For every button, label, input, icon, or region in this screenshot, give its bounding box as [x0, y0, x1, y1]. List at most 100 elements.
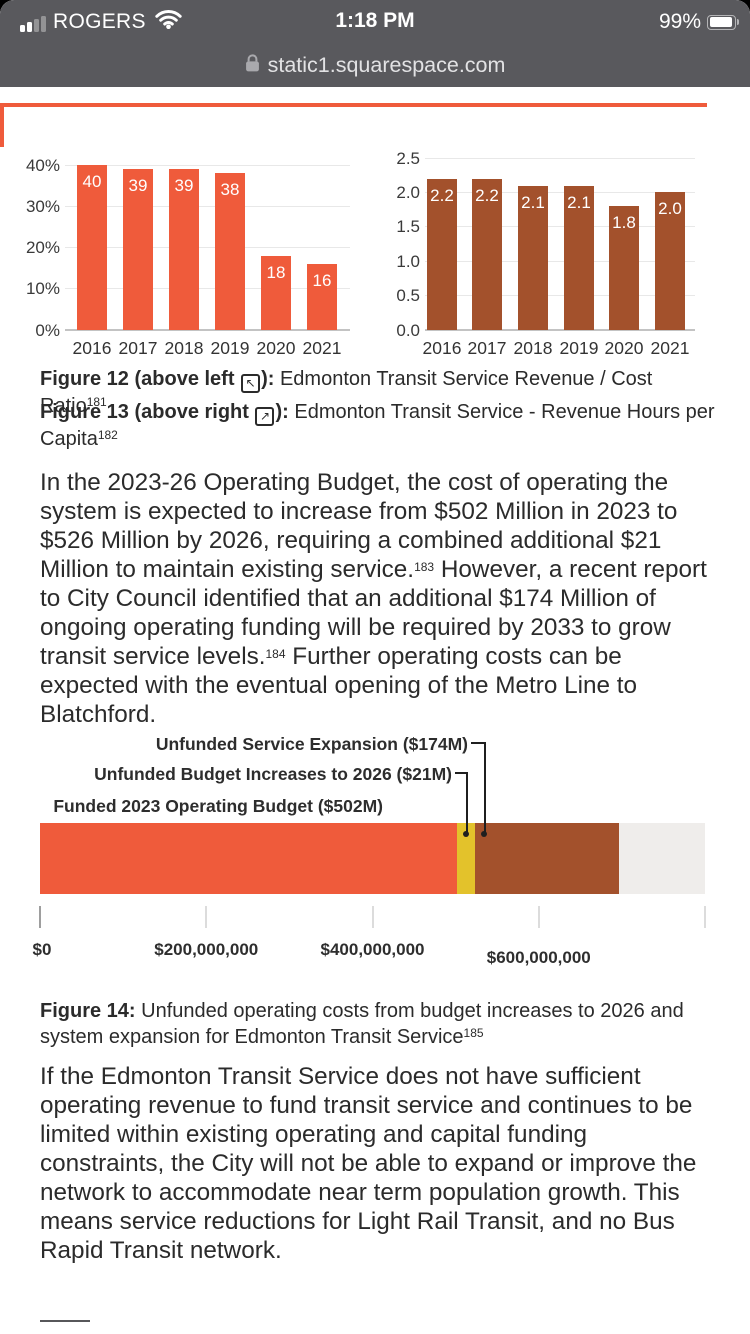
- y-axis-tick-label: 30%: [25, 196, 60, 216]
- segment-unfunded-service-expansion-174m-: [474, 823, 620, 894]
- paragraph-text: Further operating costs can be expected …: [40, 643, 638, 728]
- footnote-reference: 181: [86, 395, 107, 409]
- x-axis-money-label: $600,000,000: [486, 948, 591, 967]
- gridline: [65, 164, 350, 166]
- stacked-bar-chart: $0 $200,000,000 $400,000,000 $600,000,000 Un…: [0, 720, 750, 990]
- caption-text: Edmonton Transit Service - Revenue Hours…: [40, 401, 715, 450]
- paragraph-text: If the Edmonton Transit Service does not…: [40, 1063, 697, 1264]
- x-axis-tick-label: 2019: [210, 338, 250, 358]
- y-axis-tick-label: 40%: [25, 155, 60, 175]
- bar-value-label: 1.8: [612, 213, 636, 233]
- gridline: [65, 247, 350, 248]
- gridline: [425, 329, 695, 331]
- y-axis-tick-label: 0%: [35, 320, 60, 340]
- y-axis-tick-label: 20%: [25, 238, 60, 257]
- paragraph-text: However, a recent report to City Council…: [40, 556, 707, 670]
- accent-border-line: [0, 103, 707, 107]
- wifi-icon: [155, 9, 182, 34]
- url-label: static1.squarespace.com: [267, 53, 506, 77]
- caption-text: Edmonton Transit Service Revenue / Cost …: [40, 368, 653, 417]
- bar-value-label: 39: [128, 176, 148, 196]
- bar-2016: [427, 178, 457, 330]
- caption-bold-label: Figure 14:: [40, 1000, 136, 1022]
- y-axis-tick-label: 2.5: [396, 148, 420, 168]
- x-axis-tick-label: 2016: [422, 338, 462, 358]
- bar-2017: [472, 178, 502, 330]
- gridline: [425, 157, 695, 159]
- segment-label: Unfunded Service Expansion ($174M): [155, 734, 468, 754]
- leader-line: [471, 742, 486, 836]
- bar-value-label: 16: [312, 271, 332, 290]
- battery-percent-label: 99%: [658, 10, 701, 33]
- bar-2017: [123, 169, 153, 330]
- y-axis-tick-label: 1.5: [396, 217, 420, 237]
- gridline: [425, 226, 695, 228]
- y-axis-tick-label: 0.5: [396, 286, 420, 306]
- battery-icon: [707, 14, 739, 30]
- y-axis-tick-label: 10%: [25, 279, 60, 299]
- bar-value-label: 39: [174, 176, 194, 196]
- footnote-reference: 184: [265, 647, 286, 661]
- bar-value-label: 2.1: [567, 192, 591, 212]
- lock-icon: [245, 53, 260, 78]
- status-bar: ROGERS 1:18 PM 99%: [0, 0, 750, 87]
- figure-13-caption: Figure 13 (above right ↗): Edmonton Tran…: [40, 399, 718, 452]
- x-axis-tick-label: 2017: [118, 338, 158, 358]
- x-axis-tick-label: 2016: [72, 338, 112, 358]
- clock-label: 1:18 PM: [335, 9, 415, 32]
- leader-line: [455, 772, 468, 836]
- accent-border-edge: [0, 103, 4, 147]
- footnote-reference: 182: [97, 428, 118, 442]
- bar-charts-row: 40% 30% 20% 10% 0% 40 2016 39 2017 39 2018 38 2019 18…: [0, 140, 750, 370]
- axis-tick: [537, 906, 540, 928]
- caption-bold-label: ):: [275, 401, 289, 423]
- x-axis-money-label: $200,000,000: [154, 940, 259, 959]
- paragraph-text: In the 2023-26 Operating Budget, the cos…: [40, 469, 678, 583]
- footnote-reference: 183: [414, 560, 435, 574]
- x-axis-tick-label: 2020: [256, 338, 296, 358]
- figure-12-caption: Figure 12 (above left ↖): Edmonton Trans…: [40, 366, 718, 419]
- footnote-reference: 185: [463, 1026, 484, 1040]
- gridline: [65, 288, 350, 290]
- segment-unfunded-budget-increases-to-2026-21m-: [457, 823, 475, 894]
- y-axis-tick-label: 1.0: [396, 251, 420, 271]
- segment-label: Funded 2023 Operating Budget ($502M): [53, 796, 383, 816]
- y-axis-tick-label: 0.0: [396, 320, 420, 340]
- bar-2018: [169, 169, 199, 330]
- footnote-rule: [40, 1320, 90, 1322]
- caption-text: Unfunded operating costs from budget inc…: [40, 1000, 684, 1048]
- x-axis-tick-label: 2019: [559, 338, 599, 358]
- bar-value-label: 18: [266, 262, 286, 282]
- gridline: [425, 295, 695, 297]
- status-bar-top-row: ROGERS 1:18 PM 99%: [0, 0, 750, 44]
- gridline: [65, 205, 350, 207]
- segment-funded-2023-operating-budget-502m-: [40, 823, 458, 894]
- x-axis-tick-label: 2020: [604, 338, 644, 358]
- paragraph-funding-consequences: If the Edmonton Transit Service does not…: [40, 1062, 710, 1265]
- bar-2019: [215, 173, 245, 330]
- bar-value-label: 2.1: [521, 192, 545, 212]
- gridline: [65, 329, 350, 331]
- x-axis-tick-label: 2018: [164, 338, 204, 358]
- caption-bold-label: ):: [261, 368, 275, 390]
- segment-label: Unfunded Budget Increases to 2026 ($21M): [94, 764, 452, 784]
- signal-strength-icon: [20, 15, 46, 34]
- bar-value-label: 2.2: [430, 185, 454, 205]
- bar-2020: [609, 206, 639, 330]
- bar-value-label: 2.2: [475, 185, 499, 205]
- bar-2019: [564, 185, 594, 330]
- x-axis-tick-label: 2018: [513, 338, 553, 358]
- bar-2021: [655, 192, 685, 330]
- y-axis-tick-label: 2.0: [396, 182, 420, 202]
- gridline: [425, 191, 695, 193]
- bar-value-label: 38: [220, 180, 240, 200]
- axis-tick: [205, 906, 208, 928]
- axis-tick: [704, 906, 706, 928]
- bar-2020: [261, 255, 291, 330]
- x-axis-tick-label: 2017: [467, 338, 507, 358]
- caption-bold-label: Figure 13 (above right: [40, 401, 255, 423]
- arrow-up-left-boxed-icon: ↖: [241, 374, 261, 393]
- leader-dot: [481, 831, 487, 837]
- address-bar[interactable]: static1.squarespace.com: [0, 44, 750, 87]
